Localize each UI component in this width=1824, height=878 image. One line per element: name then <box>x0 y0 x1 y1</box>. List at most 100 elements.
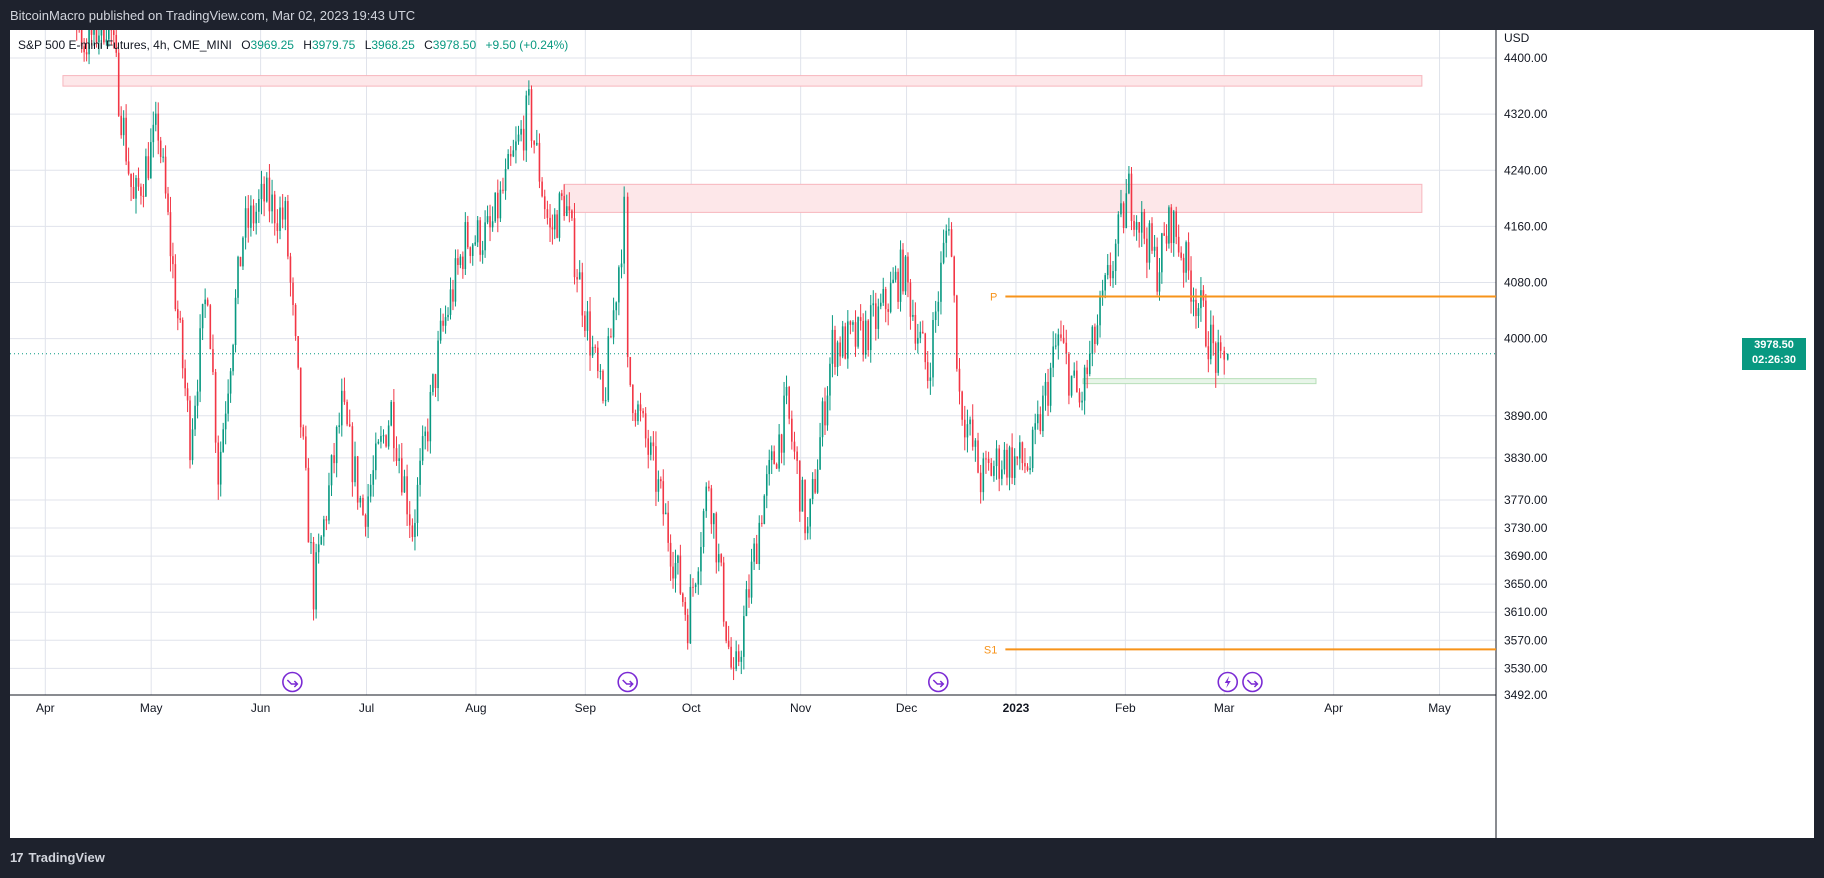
candle-body <box>512 150 515 157</box>
candle-body <box>904 256 907 292</box>
arrow-right-circle-icon[interactable] <box>282 671 303 693</box>
candle-body <box>323 519 325 537</box>
candle-body <box>758 522 761 565</box>
candle-body <box>273 194 276 224</box>
candle-body <box>862 320 864 355</box>
candle-body <box>1094 326 1096 344</box>
candle-body <box>1130 173 1133 221</box>
arrow-right-circle-icon[interactable] <box>1242 671 1263 693</box>
candle-body <box>1070 375 1073 396</box>
arrow-right-circle-icon[interactable] <box>617 671 638 693</box>
candle-body <box>80 30 83 47</box>
candle-body <box>462 256 464 270</box>
candle-body <box>634 413 637 422</box>
candle-body <box>887 309 889 312</box>
candle-body <box>1217 342 1220 373</box>
y-tick-label: 3730.00 <box>1504 521 1548 535</box>
candle-body <box>429 392 432 442</box>
support-zone[interactable] <box>1082 378 1317 385</box>
candle-body <box>889 283 892 312</box>
candle-body <box>85 52 88 55</box>
candle-body <box>1065 342 1068 354</box>
candle-body <box>536 142 538 145</box>
x-tick-label: Jul <box>359 701 374 715</box>
candle-body <box>610 336 612 338</box>
candle-body <box>705 486 708 512</box>
candle-body <box>1170 207 1173 244</box>
candle-body <box>1120 203 1122 215</box>
candle-body <box>299 367 302 428</box>
candle-body <box>882 289 885 303</box>
candle-body <box>1161 233 1163 273</box>
candle-body <box>773 451 775 465</box>
candle-body <box>909 282 912 317</box>
candle-body <box>276 223 279 231</box>
chart-frame[interactable]: 4400.00 4320.00 4240.00 4160.00 4080.00 4000.… <box>10 30 1814 838</box>
candle-body <box>1195 299 1197 317</box>
candle-body <box>642 410 644 414</box>
candle-body <box>1101 290 1104 297</box>
candle-body <box>1057 334 1060 346</box>
candle-body <box>708 486 710 489</box>
candle-body <box>1060 334 1062 338</box>
candle-body <box>667 512 669 543</box>
candle-body <box>419 460 421 485</box>
candle-body <box>255 211 257 224</box>
candle-body <box>459 256 462 265</box>
candle-body <box>184 368 186 389</box>
candle-body <box>615 302 618 311</box>
candle-body <box>199 328 201 392</box>
candle-body <box>179 318 182 320</box>
resistance-zone[interactable] <box>62 75 1423 87</box>
candle-body <box>150 142 152 179</box>
candle-body <box>834 329 836 368</box>
candle-body <box>83 46 85 53</box>
change-value: +9.50 (+0.24%) <box>485 38 569 52</box>
candle-body <box>1104 275 1106 291</box>
candle-body <box>945 230 948 243</box>
resistance-zone[interactable] <box>563 183 1423 213</box>
candle-body <box>1140 211 1143 233</box>
candle-body <box>655 446 657 492</box>
tradingview-brand[interactable]: 17 TradingView <box>10 850 105 865</box>
candle-body <box>142 195 145 197</box>
candle-body <box>340 390 343 426</box>
arrow-right-circle-icon[interactable] <box>928 671 949 693</box>
candle-body <box>1008 447 1011 478</box>
candle-body <box>884 289 887 310</box>
candle-body <box>1212 324 1215 344</box>
tradingview-logo-icon: 17 <box>10 850 24 865</box>
candle-body <box>444 317 447 326</box>
candle-body <box>1192 299 1195 302</box>
candle-body <box>632 384 634 414</box>
candle-body <box>467 222 469 248</box>
candle-body <box>147 156 150 179</box>
candle-body <box>727 640 730 647</box>
candle-body <box>783 395 785 453</box>
bar-countdown: 02:26:30 <box>1751 353 1797 366</box>
candle-body <box>209 305 212 350</box>
candle-body <box>1202 290 1205 301</box>
candle-body <box>942 242 945 263</box>
candle-body <box>497 192 499 219</box>
candle-body <box>176 309 179 319</box>
candle-body <box>541 181 543 197</box>
candle-body <box>219 451 222 485</box>
candle-body <box>801 479 804 512</box>
candle-body <box>125 117 127 162</box>
candle-body <box>486 216 489 223</box>
candle-body <box>919 331 922 338</box>
candle-body <box>811 478 814 499</box>
candle-body <box>993 466 995 476</box>
candle-body <box>599 370 602 372</box>
candle-body <box>849 321 852 325</box>
candle-body <box>979 472 982 493</box>
candle-body <box>669 542 672 567</box>
current-price-value: 3978.50 <box>1754 338 1794 351</box>
currency-label: USD <box>1504 31 1530 45</box>
candle-body <box>424 431 427 437</box>
arrow-glyph <box>622 679 634 688</box>
candle-body <box>297 336 299 368</box>
candle-body <box>824 401 826 426</box>
chart-svg[interactable]: 4400.00 4320.00 4240.00 4160.00 4080.00 4000.… <box>10 30 1814 838</box>
